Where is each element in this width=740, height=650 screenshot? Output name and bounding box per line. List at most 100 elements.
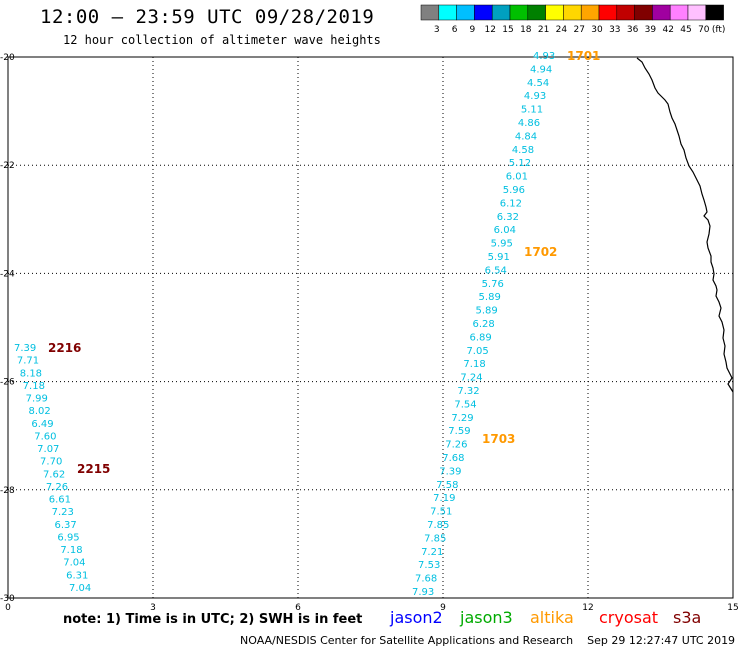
swh-value-right-track: 6.89 [469, 332, 491, 343]
swh-value-left-track: 7.70 [40, 457, 62, 468]
swh-value-right-track: 5.96 [503, 185, 525, 196]
colorbar-swatch [616, 4, 635, 21]
colorbar-swatch [509, 4, 529, 21]
colorbar-label: 33 [609, 25, 620, 35]
swh-value-right-track: 7.24 [460, 373, 482, 384]
swh-value-left-track: 6.37 [55, 520, 77, 531]
swh-value-left-track: 6.31 [66, 570, 88, 581]
swh-value-right-track: 7.59 [448, 426, 470, 437]
swh-value-right-track: 4.86 [518, 118, 540, 129]
swh-value-right-track: 4.93 [524, 91, 546, 102]
page-subtitle: 12 hour collection of altimeter wave hei… [63, 33, 381, 47]
colorbar-swatch [545, 4, 564, 21]
legend-jason2: jason2 [390, 608, 443, 627]
colorbar-label: 70 [698, 25, 710, 35]
legend-altika: altika [530, 608, 574, 627]
swh-value-left-track: 7.18 [60, 545, 82, 556]
swh-value-left-track: 7.04 [63, 558, 85, 569]
colorbar-label: 15 [502, 25, 513, 35]
swh-value-left-track: 8.18 [20, 368, 42, 379]
footer-timestamp: Sep 29 12:27:47 UTC 2019 [587, 634, 736, 647]
colorbar-label: 45 [680, 25, 691, 35]
legend-cryosat: cryosat [599, 608, 659, 627]
legend-s3a: s3a [673, 608, 702, 627]
footer-credit-text: NOAA/NESDIS Center for Satellite Applica… [240, 634, 574, 647]
swh-value-right-track: 7.26 [445, 440, 467, 451]
swh-value-right-track: 5.95 [491, 239, 513, 250]
y-tick-label: -28 [0, 486, 15, 496]
swh-value-right-track: 5.76 [482, 279, 504, 290]
footer-credit: NOAA/NESDIS Center for Satellite Applica… [240, 634, 735, 647]
swh-value-left-track: 7.62 [43, 469, 65, 480]
swh-value-left-track: 7.23 [52, 507, 74, 518]
colorbar-swatch [527, 4, 546, 21]
swh-value-right-track: 5.91 [488, 252, 510, 263]
colorbar-label: 3 [434, 25, 440, 35]
swh-value-right-track: 4.54 [527, 78, 549, 89]
swh-value-right-track: 6.28 [473, 319, 495, 330]
page-title: 12:00 – 23:59 UTC 09/28/2019 [40, 6, 375, 28]
swh-value-right-track: 5.11 [521, 105, 543, 116]
y-tick-label: -20 [0, 53, 15, 63]
colorbar-label: 36 [627, 25, 639, 35]
swh-value-right-track: 5.89 [476, 306, 498, 317]
time-label: 1702 [524, 245, 557, 259]
colorbar-swatch [563, 4, 582, 21]
colorbar-label: 27 [573, 25, 584, 35]
swh-value-right-track: 7.21 [421, 547, 443, 558]
swh-value-left-track: 7.99 [26, 394, 48, 405]
x-tick-label: 9 [440, 603, 446, 613]
colorbar-label: (ft) [712, 25, 726, 35]
colorbar-label: 42 [662, 25, 673, 35]
swh-value-right-track: 7.85 [424, 533, 446, 544]
x-tick-label: 6 [295, 603, 301, 613]
y-tick-label: -30 [0, 594, 15, 604]
colorbar-swatch [491, 4, 511, 21]
swh-value-right-track: 4.84 [515, 131, 537, 142]
swh-value-right-track: 7.58 [436, 480, 458, 491]
colorbar-swatch [652, 4, 671, 21]
colorbar-swatch [456, 4, 475, 21]
swh-value-right-track: 7.39 [439, 466, 461, 477]
time-label: 2216 [48, 341, 81, 355]
swh-value-left-track: 6.95 [57, 532, 79, 543]
colorbar-swatch [705, 4, 724, 21]
colorbar-swatch [687, 4, 707, 21]
colorbar-swatch [669, 4, 689, 21]
swh-value-left-track: 6.49 [31, 419, 53, 430]
colorbar-label: 18 [520, 25, 532, 35]
swh-value-right-track: 6.04 [494, 225, 516, 236]
swh-value-left-track: 7.39 [14, 343, 36, 354]
time-label: 1701 [567, 49, 600, 63]
swh-value-right-track: 4.58 [512, 145, 534, 156]
swh-value-right-track: 6.54 [485, 265, 507, 276]
colorbar-label: 9 [470, 25, 476, 35]
swh-value-left-track: 7.18 [23, 381, 45, 392]
colorbar-swatch [420, 4, 440, 21]
x-tick-label: 12 [582, 603, 593, 613]
swh-value-left-track: 7.60 [34, 431, 56, 442]
colorbar-swatch [438, 4, 457, 21]
coastline [636, 57, 734, 393]
swh-value-right-track: 7.68 [415, 574, 437, 585]
swh-value-right-track: 6.12 [500, 198, 522, 209]
swh-value-right-track: 4.94 [530, 64, 552, 75]
colorbar-label: 6 [452, 25, 458, 35]
swh-value-right-track: 7.29 [451, 413, 473, 424]
swh-value-left-track: 8.02 [28, 406, 50, 417]
swh-value-left-track: 7.71 [17, 356, 39, 367]
swh-value-right-track: 5.12 [509, 158, 531, 169]
legend-jason3: jason3 [460, 608, 513, 627]
colorbar-swatch [474, 4, 493, 21]
time-label: 1703 [482, 432, 515, 446]
swh-value-right-track: 6.32 [497, 212, 519, 223]
y-tick-label: -24 [0, 269, 15, 279]
colorbar-swatch [598, 4, 618, 21]
plot-border [7, 56, 734, 599]
swh-value-right-track: 7.51 [430, 507, 452, 518]
swh-value-right-track: 7.19 [433, 493, 455, 504]
x-tick-label: 15 [727, 603, 738, 613]
swh-value-right-track: 7.85 [427, 520, 449, 531]
legend-note: note: 1) Time is in UTC; 2) SWH is in fe… [63, 612, 363, 627]
swh-value-right-track: 7.93 [412, 587, 434, 598]
